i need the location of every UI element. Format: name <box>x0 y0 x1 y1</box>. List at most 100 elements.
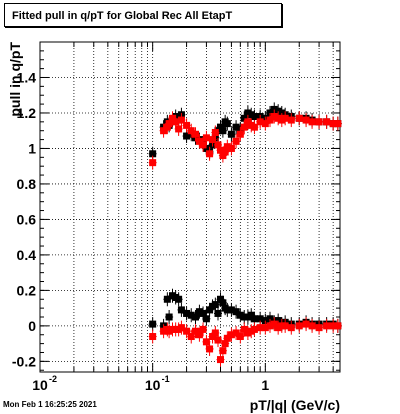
data-point <box>192 130 200 138</box>
data-point <box>221 148 229 156</box>
x-tick-label: 10 <box>145 377 161 393</box>
x-tick-exponent: -2 <box>49 374 57 384</box>
data-point <box>266 315 274 323</box>
data-point <box>302 116 310 124</box>
data-point <box>232 123 240 131</box>
x-tick-label: 1 <box>261 377 269 393</box>
data-point <box>160 127 168 135</box>
y-tick-label: 0 <box>28 318 36 334</box>
y-tick-label: 0.2 <box>17 282 37 298</box>
data-point <box>236 333 244 341</box>
data-point <box>261 120 269 128</box>
data-point <box>202 338 210 346</box>
data-point <box>206 150 214 158</box>
data-point <box>256 118 264 126</box>
data-point <box>232 137 240 145</box>
y-tick-label: 1.4 <box>17 69 37 85</box>
data-point <box>270 320 278 328</box>
data-point <box>214 336 222 344</box>
data-point <box>209 333 217 341</box>
data-point <box>183 309 191 317</box>
y-tick-label: 1 <box>28 140 36 156</box>
data-point <box>250 325 258 333</box>
y-tick-label: 1.2 <box>17 105 37 121</box>
timestamp-label: Mon Feb 1 16:25:25 2021 <box>3 400 97 409</box>
data-point <box>287 324 295 332</box>
data-point <box>219 127 227 135</box>
data-point <box>261 324 269 332</box>
data-point <box>216 295 224 303</box>
data-point <box>195 137 203 145</box>
data-point <box>261 317 269 325</box>
data-point <box>149 150 157 158</box>
data-point <box>274 107 282 115</box>
data-point <box>223 120 231 128</box>
data-point <box>202 315 210 323</box>
data-point <box>223 306 231 314</box>
data-point <box>232 329 240 337</box>
data-point <box>211 329 219 337</box>
data-point <box>227 306 235 314</box>
data-point <box>287 116 295 124</box>
data-point <box>244 118 252 126</box>
data-point <box>329 322 337 330</box>
data-point <box>227 130 235 138</box>
data-point <box>187 311 195 319</box>
data-point <box>281 114 289 122</box>
data-point <box>315 324 323 332</box>
data-point <box>183 132 191 140</box>
x-tick-label: 10 <box>32 377 48 393</box>
data-point <box>247 311 255 319</box>
y-tick-label: 0.6 <box>17 211 37 227</box>
data-point <box>240 123 248 131</box>
data-point <box>165 313 173 321</box>
data-point <box>214 309 222 317</box>
data-point <box>250 315 258 323</box>
data-point <box>187 333 195 341</box>
data-point <box>149 159 157 167</box>
data-point <box>240 114 248 122</box>
data-point <box>274 317 282 325</box>
data-point <box>149 333 157 341</box>
data-point <box>223 334 231 342</box>
data-point <box>175 125 183 133</box>
data-point <box>270 105 278 113</box>
data-point <box>219 347 227 355</box>
data-point <box>206 345 214 353</box>
data-point <box>192 313 200 321</box>
data-point <box>199 141 207 149</box>
data-point <box>274 114 282 122</box>
data-point <box>281 322 289 330</box>
data-point <box>202 134 210 142</box>
data-point <box>192 327 200 335</box>
data-point <box>209 136 217 144</box>
data-point <box>308 118 316 126</box>
data-point <box>202 144 210 152</box>
data-point <box>183 121 191 129</box>
x-axis-title: pT/|q| (GeV/c) <box>250 397 340 413</box>
y-tick-label: 0.4 <box>17 247 37 263</box>
data-point <box>274 324 282 332</box>
x-tick-exponent: -1 <box>162 374 170 384</box>
data-point <box>172 118 180 126</box>
data-point <box>216 356 224 364</box>
data-point <box>329 120 337 128</box>
data-point <box>177 116 185 124</box>
data-point <box>163 123 171 131</box>
chart-title: Fitted pull in q/pT for Global Rec All E… <box>4 3 282 27</box>
data-point <box>206 306 214 314</box>
data-point <box>295 322 303 330</box>
data-point <box>295 114 303 122</box>
data-point <box>163 295 171 303</box>
data-point <box>323 322 331 330</box>
data-point <box>308 322 316 330</box>
data-point <box>315 118 323 126</box>
data-point <box>240 325 248 333</box>
y-axis-title: pull in q/pT <box>7 42 23 117</box>
data-point <box>165 120 173 128</box>
data-point <box>199 309 207 317</box>
data-point <box>211 128 219 136</box>
data-point <box>216 146 224 154</box>
